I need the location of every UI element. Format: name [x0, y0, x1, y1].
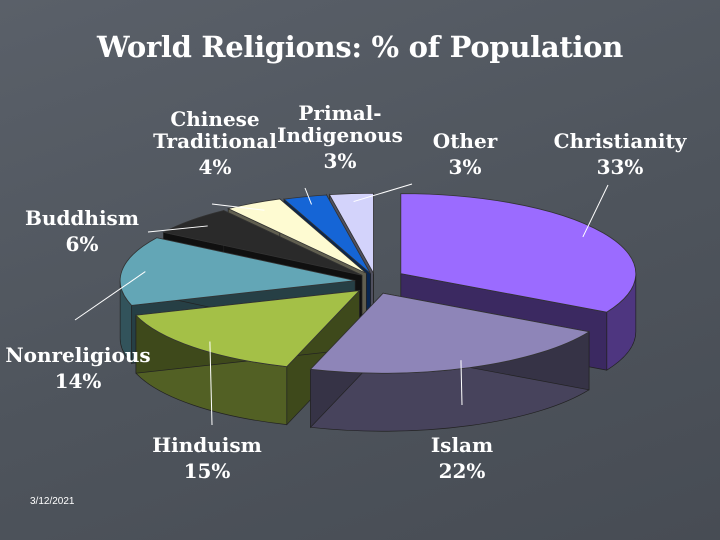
slice-label-nonreligious: Nonreligious 14%: [5, 343, 150, 393]
slice-label-other: Other 3%: [433, 129, 498, 179]
slice-label-buddhism: Buddhism 6%: [25, 206, 139, 256]
slice-value-buddhism: 6%: [66, 232, 99, 256]
leader-line-christianity: [582, 184, 609, 238]
slice-label-christianity: Christianity 33%: [554, 129, 688, 179]
leader-line-chinese-traditional: [211, 203, 265, 211]
pie-slice-christianity: [400, 193, 637, 313]
slice-value-nonreligious: 14%: [55, 369, 102, 393]
pie-slice-primal-indigenous: [283, 194, 371, 274]
pie-slice-nonreligious: [119, 237, 356, 306]
leader-line-buddhism: [147, 225, 208, 233]
slice-value-chinese-traditional: 4%: [199, 155, 232, 179]
slice-label-primal-indigenous: Primal-Indigenous 3%: [277, 101, 403, 173]
slice-value-other: 3%: [449, 155, 482, 179]
slice-value-islam: 22%: [439, 459, 486, 483]
footer-date: 3/12/2021: [30, 496, 75, 507]
slice-value-hinduism: 15%: [184, 459, 231, 483]
leader-line-hinduism: [209, 341, 213, 426]
leader-line-other: [353, 183, 413, 203]
page-title: World Religions: % of Population: [97, 30, 623, 64]
pie-slice-hinduism: [135, 290, 361, 368]
leader-line-islam: [460, 360, 463, 406]
slice-label-hinduism: Hinduism 15%: [152, 433, 262, 483]
pie-slice-other: [328, 192, 374, 275]
slice-label-chinese-traditional: Chinese Traditional 4%: [153, 107, 277, 179]
leader-line-nonreligious: [74, 271, 146, 321]
pie-slice-chinese-traditional: [227, 198, 367, 274]
pie-slice-islam: [309, 292, 591, 374]
pie-slice-buddhism: [162, 210, 363, 276]
leader-line-primal-indigenous: [304, 187, 312, 205]
slice-value-primal-indigenous: 3%: [324, 149, 357, 173]
slice-value-christianity: 33%: [597, 155, 644, 179]
slice-label-islam: Islam 22%: [431, 433, 493, 483]
